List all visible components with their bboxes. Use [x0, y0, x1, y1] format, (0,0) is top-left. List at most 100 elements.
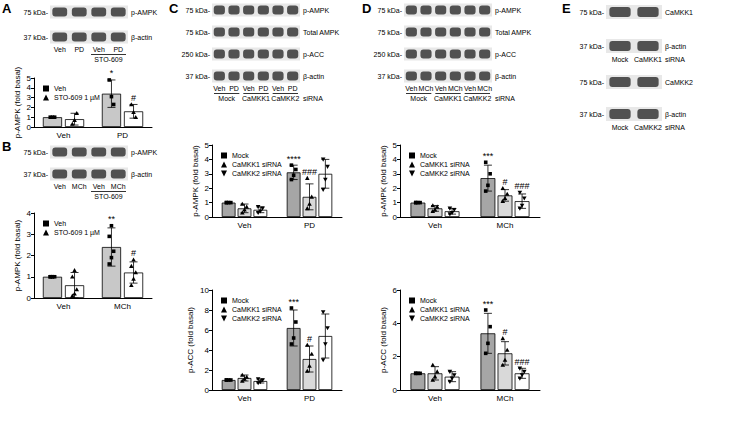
- svg-text:75 kDa-: 75 kDa-: [377, 7, 402, 14]
- svg-text:C: C: [169, 1, 179, 16]
- svg-text:β-actin: β-actin: [303, 73, 324, 81]
- svg-text:β-actin: β-actin: [131, 171, 152, 179]
- svg-text:Veh: Veh: [57, 131, 71, 140]
- svg-text:Veh: Veh: [54, 46, 66, 53]
- svg-text:4: 4: [205, 346, 210, 355]
- svg-text:5: 5: [27, 74, 32, 83]
- svg-text:Veh: Veh: [428, 221, 442, 230]
- svg-text:p-AMPK (fold basal): p-AMPK (fold basal): [379, 145, 388, 217]
- svg-text:*: *: [110, 68, 114, 78]
- svg-text:CaMKK1 siRNA: CaMKK1 siRNA: [420, 306, 470, 313]
- svg-text:β-actin: β-actin: [131, 34, 152, 42]
- svg-text:0: 0: [393, 213, 398, 222]
- svg-text:CaMKK1 siRNA: CaMKK1 siRNA: [232, 161, 282, 168]
- svg-text:CaMKK1 siRNA: CaMKK1 siRNA: [232, 306, 282, 313]
- svg-text:Veh: Veh: [464, 85, 476, 92]
- svg-text:PD: PD: [74, 46, 84, 53]
- svg-text:CaMKK1: CaMKK1: [665, 9, 693, 16]
- svg-text:37 kDa-: 37 kDa-: [23, 34, 48, 41]
- svg-text:0: 0: [205, 213, 210, 222]
- svg-text:Veh: Veh: [54, 220, 66, 227]
- svg-text:CaMKK2: CaMKK2: [665, 79, 693, 86]
- svg-text:37 kDa-: 37 kDa-: [23, 171, 48, 178]
- svg-text:PD: PD: [113, 46, 123, 53]
- svg-text:2: 2: [393, 184, 398, 193]
- svg-text:STO-609 1 µM: STO-609 1 µM: [54, 94, 100, 102]
- svg-text:p-ACC (fold basal): p-ACC (fold basal): [186, 307, 195, 373]
- svg-text:****: ****: [287, 154, 302, 164]
- svg-text:CaMKK2 siRNA: CaMKK2 siRNA: [420, 315, 470, 322]
- svg-text:#: #: [131, 248, 136, 258]
- svg-text:STO-609: STO-609: [94, 56, 122, 63]
- svg-text:75 kDa-: 75 kDa-: [23, 149, 48, 156]
- svg-text:CaMKK2 siRNA: CaMKK2 siRNA: [420, 170, 470, 177]
- svg-text:p-AMPK (fold basal): p-AMPK (fold basal): [191, 145, 200, 217]
- svg-text:###: ###: [515, 181, 530, 191]
- svg-text:10: 10: [200, 286, 209, 295]
- svg-text:37 kDa-: 37 kDa-: [185, 73, 210, 80]
- svg-text:Veh: Veh: [57, 302, 71, 311]
- svg-text:CaMKK2 siRNA: CaMKK2 siRNA: [232, 170, 282, 177]
- svg-text:CaMKK1: CaMKK1: [242, 95, 270, 102]
- svg-text:siRNA: siRNA: [495, 95, 515, 102]
- svg-text:Veh: Veh: [54, 183, 66, 190]
- svg-text:MCh: MCh: [114, 302, 131, 311]
- svg-text:37 kDa-: 37 kDa-: [377, 73, 402, 80]
- svg-text:PD: PD: [304, 394, 315, 403]
- svg-text:**: **: [108, 214, 116, 224]
- svg-text:#: #: [502, 177, 507, 187]
- svg-text:Veh: Veh: [428, 394, 442, 403]
- svg-text:#: #: [131, 93, 136, 103]
- svg-text:2: 2: [205, 366, 210, 375]
- svg-text:A: A: [2, 1, 12, 16]
- svg-text:4: 4: [393, 155, 398, 164]
- svg-text:CaMKK1: CaMKK1: [434, 95, 462, 102]
- svg-text:Mock: Mock: [612, 56, 629, 63]
- svg-text:75 kDa-: 75 kDa-: [23, 9, 48, 16]
- svg-text:2: 2: [393, 352, 398, 361]
- svg-text:37 kDa-: 37 kDa-: [579, 111, 604, 118]
- svg-text:Mock: Mock: [232, 297, 249, 304]
- svg-text:CaMKK1 siRNA: CaMKK1 siRNA: [420, 161, 470, 168]
- svg-text:6: 6: [205, 326, 210, 335]
- svg-text:PD: PD: [117, 131, 128, 140]
- svg-text:5: 5: [205, 141, 210, 150]
- svg-text:CaMKK2: CaMKK2: [463, 95, 491, 102]
- svg-text:Mock: Mock: [420, 297, 437, 304]
- svg-text:4: 4: [393, 319, 398, 328]
- svg-text:250 kDa-: 250 kDa-: [374, 51, 403, 58]
- svg-text:p-ACC (fold basal): p-ACC (fold basal): [379, 307, 388, 373]
- svg-text:p-AMPK (fold basal): p-AMPK (fold basal): [13, 66, 22, 138]
- svg-text:Veh: Veh: [93, 46, 105, 53]
- svg-text:Veh: Veh: [54, 85, 66, 92]
- svg-text:4: 4: [27, 83, 32, 92]
- svg-text:0: 0: [205, 386, 210, 395]
- svg-text:MCh: MCh: [448, 85, 463, 92]
- svg-text:p-AMPK: p-AMPK: [131, 149, 157, 157]
- svg-text:siRNA: siRNA: [303, 95, 323, 102]
- svg-text:siRNA: siRNA: [665, 124, 685, 131]
- svg-text:Veh: Veh: [213, 85, 225, 92]
- svg-text:Veh: Veh: [272, 85, 284, 92]
- svg-text:Veh: Veh: [93, 183, 105, 190]
- svg-text:β-actin: β-actin: [495, 73, 516, 81]
- svg-text:Veh: Veh: [405, 85, 417, 92]
- svg-text:p-AMPK: p-AMPK: [131, 9, 157, 17]
- svg-text:75 kDa-: 75 kDa-: [377, 29, 402, 36]
- svg-text:MCh: MCh: [497, 221, 514, 230]
- svg-text:###: ###: [515, 357, 530, 367]
- svg-text:8: 8: [205, 306, 210, 315]
- svg-text:Mock: Mock: [410, 95, 427, 102]
- svg-text:75 kDa-: 75 kDa-: [185, 29, 210, 36]
- svg-text:37 kDa-: 37 kDa-: [579, 43, 604, 50]
- svg-text:1: 1: [393, 198, 398, 207]
- svg-text:MCh: MCh: [419, 85, 434, 92]
- svg-text:6: 6: [393, 286, 398, 295]
- svg-text:1: 1: [27, 113, 32, 122]
- svg-text:4: 4: [27, 209, 32, 218]
- svg-text:STO-609: STO-609: [94, 193, 122, 200]
- svg-text:***: ***: [483, 299, 494, 309]
- svg-text:Veh: Veh: [238, 394, 252, 403]
- svg-text:Total AMPK: Total AMPK: [495, 29, 532, 36]
- svg-text:3: 3: [205, 169, 210, 178]
